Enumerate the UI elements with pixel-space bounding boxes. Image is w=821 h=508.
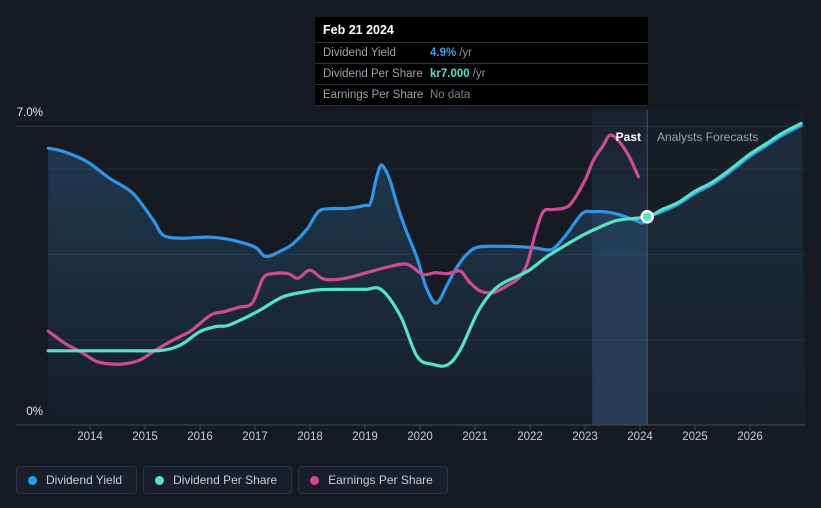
x-axis-year-label: 2026 [737, 431, 763, 443]
past-label: Past [615, 130, 641, 144]
tooltip-row: Dividend Per Share kr7.000/yr [315, 63, 648, 84]
dividend-per-share-dot-icon [155, 475, 165, 485]
past-area-fill [48, 148, 648, 425]
legend-item-label: Dividend Yield [46, 473, 123, 487]
cursor-marker [640, 210, 654, 224]
tooltip-row-value: No data [430, 89, 471, 101]
tooltip-date: Feb 21 2024 [323, 23, 394, 37]
legend-item-earnings-per-share[interactable]: Earnings Per Share [298, 466, 448, 494]
x-axis-year-label: 2014 [77, 431, 103, 443]
tooltip-row: Dividend Yield 4.9%/yr [315, 42, 648, 63]
legend-item-dividend-yield[interactable]: Dividend Yield [16, 466, 138, 494]
x-axis-year-label: 2024 [627, 431, 653, 443]
dividend-per-share-line [46, 121, 803, 368]
legend-item-label: Dividend Per Share [173, 473, 278, 487]
tooltip-row-label: Dividend Yield [323, 47, 396, 59]
earnings-per-share-line [46, 133, 640, 366]
tooltip-row-label: Earnings Per Share [323, 89, 424, 101]
x-axis-year-label: 2020 [407, 431, 433, 443]
x-axis-year-label: 2025 [682, 431, 708, 443]
dividend-yield-dot-icon [28, 475, 37, 485]
tooltip-row: Earnings Per Share No data [315, 84, 648, 105]
tooltip-row-value: 4.9% [430, 47, 457, 59]
x-axis-year-label: 2015 [132, 431, 158, 443]
tooltip-row-suffix: /yr [472, 68, 486, 80]
earnings-per-share-dot-icon [310, 475, 320, 485]
x-axis-year-label: 2019 [352, 431, 378, 443]
x-axis-year-label: 2023 [572, 431, 598, 443]
legend-item-dividend-per-share[interactable]: Dividend Per Share [143, 466, 293, 494]
tooltip-row-label: Dividend Per Share [323, 68, 423, 80]
x-axis-year-label: 2016 [187, 431, 213, 443]
tooltip: Feb 21 2024 Dividend Yield 4.9%/yr Dividen… [315, 17, 648, 106]
y-axis-label-zero: 0% [26, 406, 43, 418]
x-axis-year-label: 2021 [462, 431, 488, 443]
y-axis-label-top: 7.0% [16, 107, 43, 119]
legend: Dividend Yield Dividend Per Share Earnings… [16, 466, 448, 494]
x-axis-year-label: 2018 [297, 431, 323, 443]
chart-canvas[interactable] [0, 0, 821, 460]
legend-item-label: Earnings Per Share [328, 473, 433, 487]
hover-highlight-band [592, 110, 648, 425]
tooltip-row-suffix: /yr [459, 47, 472, 59]
x-axis-year-label: 2017 [242, 431, 268, 443]
tooltip-row-value: kr7.000 [430, 68, 470, 80]
forecast-label: Analysts Forecasts [657, 130, 759, 144]
x-axis-year-label: 2022 [517, 431, 543, 443]
